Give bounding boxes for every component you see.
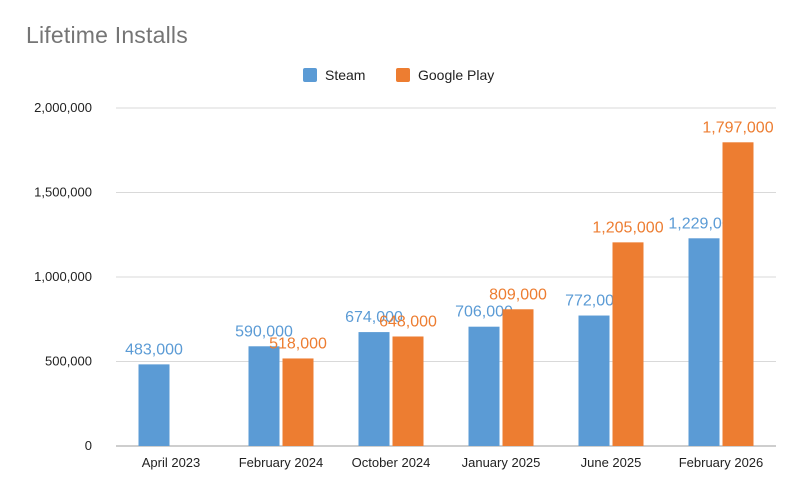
y-tick-label: 500,000 [45, 354, 92, 369]
bar-steam [468, 326, 500, 446]
bar-steam [688, 238, 720, 446]
legend-item-steam: Steam [303, 64, 365, 86]
bar-steam [358, 332, 390, 446]
data-label-steam: 706,000 [455, 304, 513, 321]
bar-google-play [392, 336, 424, 446]
data-label-steam: 590,000 [235, 323, 293, 340]
y-tick-label: 2,000,000 [34, 100, 92, 115]
y-tick-label: 0 [85, 438, 92, 453]
y-tick-label: 1,500,000 [34, 185, 92, 200]
x-tick-label: April 2023 [142, 455, 201, 470]
bar-google-play [282, 358, 314, 446]
data-label-google-play: 1,205,000 [592, 219, 663, 236]
x-tick-label: January 2025 [462, 455, 541, 470]
data-label-steam: 674,000 [345, 309, 403, 326]
x-tick-label: February 2026 [679, 455, 764, 470]
bar-steam [248, 346, 280, 446]
bar-google-play [722, 142, 754, 446]
data-label-steam: 772,000 [565, 293, 623, 310]
data-label-steam: 483,000 [125, 341, 183, 358]
bar-google-play [612, 242, 644, 446]
legend-label-steam: Steam [325, 67, 366, 83]
bar-steam [138, 364, 170, 446]
legend: Steam Google Play [0, 64, 800, 86]
x-tick-label: June 2025 [581, 455, 642, 470]
data-label-google-play: 809,000 [489, 286, 547, 303]
bar-steam [578, 315, 610, 446]
legend-label-google-play: Google Play [418, 67, 495, 83]
data-label-google-play: 1,797,000 [702, 119, 773, 136]
x-tick-label: February 2024 [239, 455, 324, 470]
data-label-google-play: 648,000 [379, 313, 437, 330]
legend-item-google-play: Google Play [396, 64, 494, 86]
y-tick-label: 1,000,000 [34, 269, 92, 284]
bar-google-play [502, 309, 534, 446]
chart-title: Lifetime Installs [26, 22, 188, 48]
x-tick-label: October 2024 [352, 455, 431, 470]
data-label-google-play: 518,000 [269, 335, 327, 352]
legend-swatch-steam [303, 68, 317, 82]
data-label-steam: 1,229,000 [668, 215, 739, 232]
legend-swatch-google-play [396, 68, 410, 82]
